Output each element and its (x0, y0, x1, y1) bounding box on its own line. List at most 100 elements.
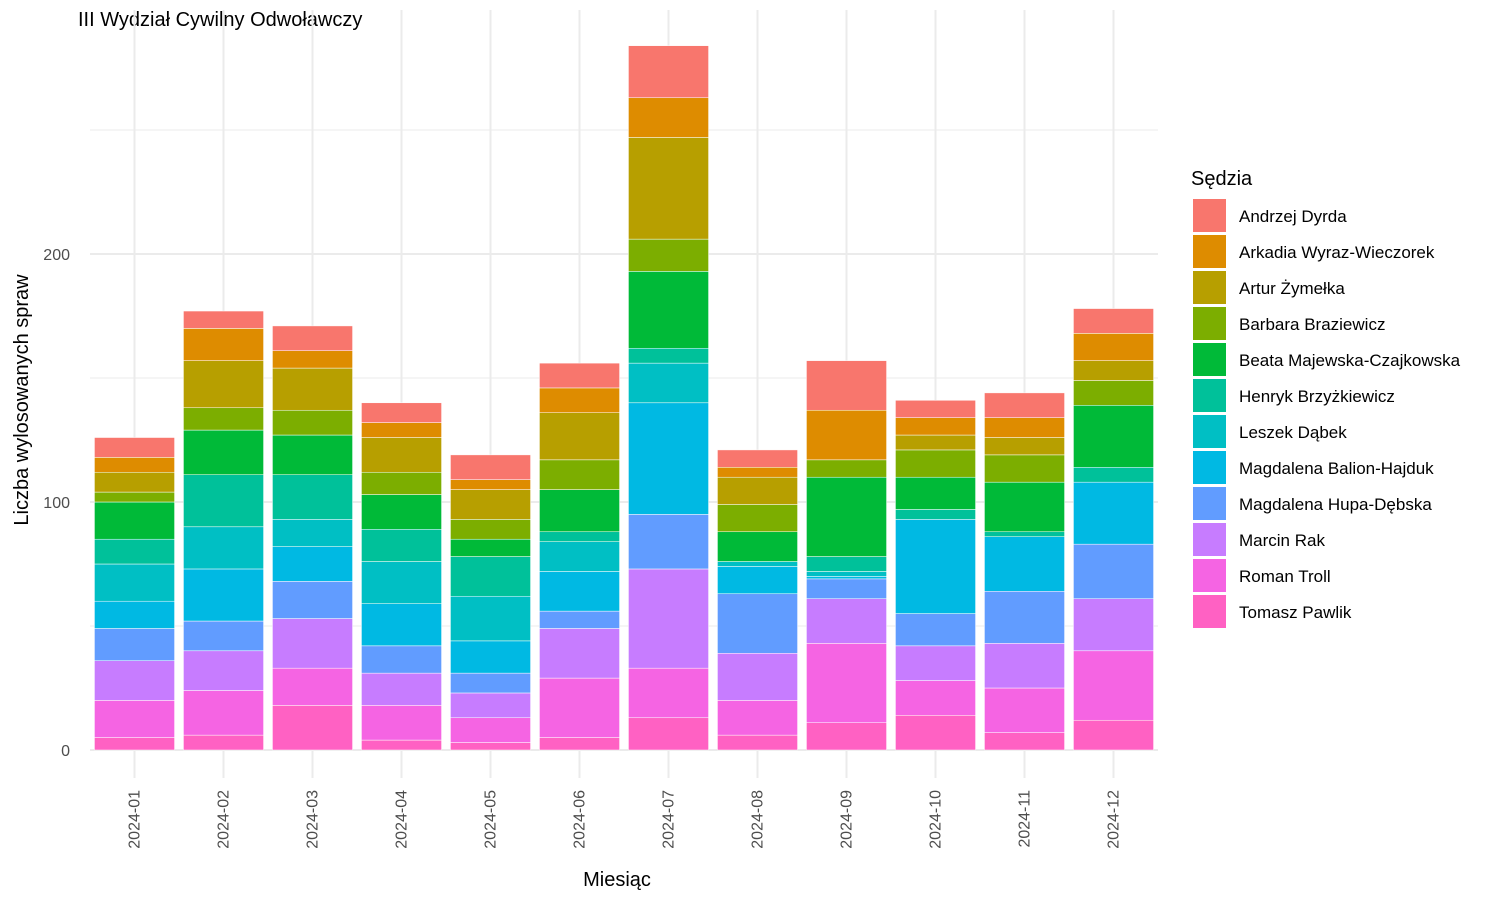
bar-segment (183, 310, 264, 329)
bar-segment (628, 97, 709, 138)
bar-segment (1073, 333, 1154, 361)
legend-swatch (1193, 271, 1226, 304)
bar-segment (1073, 650, 1154, 721)
legend-swatch (1193, 559, 1226, 592)
x-tick-label: 2024-02 (216, 790, 233, 849)
bar-segment (628, 402, 709, 515)
bar-segment (450, 595, 531, 642)
bar-segment (717, 561, 798, 567)
bar-segment (272, 434, 353, 475)
x-tick-label: 2024-07 (661, 790, 678, 849)
bar-segment (183, 429, 264, 475)
bar-segment (717, 467, 798, 478)
bar-segment (94, 437, 175, 458)
legend-swatch (1193, 379, 1226, 412)
legend-label: Artur Żymełka (1239, 279, 1345, 298)
bar-segment (806, 476, 887, 557)
bar-segment (1073, 481, 1154, 545)
bar-segment (450, 479, 531, 490)
bar-segment (895, 476, 976, 510)
bar-segment (539, 362, 620, 389)
bar-segment (984, 687, 1065, 733)
bar-segment (628, 667, 709, 719)
bar-segment (895, 449, 976, 478)
legend-swatch (1193, 523, 1226, 556)
legend-label: Arkadia Wyraz-Wieczorek (1239, 243, 1435, 262)
x-tick-label: 2024-01 (127, 790, 144, 849)
bar-segment (895, 400, 976, 418)
bar-segment (628, 238, 709, 272)
bar-segment (806, 643, 887, 723)
legend-swatch (1193, 487, 1226, 520)
bar-segment (94, 737, 175, 751)
bar-segment (450, 640, 531, 674)
x-tick-label: 2024-03 (305, 790, 322, 849)
bar-segment (806, 409, 887, 461)
bar-segment (272, 367, 353, 411)
x-tick-label: 2024-08 (750, 790, 767, 849)
bar-segment (450, 692, 531, 719)
x-tick-label: 2024-09 (839, 790, 856, 849)
bar-segment (895, 509, 976, 520)
bar-segment (717, 700, 798, 736)
bar-segment (539, 737, 620, 751)
x-tick-label: 2024-04 (394, 790, 411, 849)
bar-segment (361, 437, 442, 473)
bar-segment (984, 732, 1065, 751)
legend-label: Roman Troll (1239, 567, 1331, 586)
legend-label: Henryk Brzyżkiewicz (1239, 387, 1395, 406)
bar-segment (806, 578, 887, 599)
x-axis-label: Miesiąc (583, 869, 651, 891)
y-tick-label: 100 (43, 495, 70, 512)
bar-segment (94, 563, 175, 602)
bar-segment (895, 417, 976, 436)
bar-segment (272, 474, 353, 520)
x-tick-label: 2024-10 (928, 790, 945, 849)
bar-segment (628, 514, 709, 570)
bar-segment (628, 362, 709, 404)
bar-segment (539, 610, 620, 629)
legend-label: Andrzej Dyrda (1239, 207, 1347, 226)
x-tick-label: 2024-12 (1106, 790, 1123, 849)
bar-segment (272, 325, 353, 351)
x-tick-label: 2024-06 (572, 790, 589, 849)
bar-segment (717, 504, 798, 533)
bar-segment (539, 387, 620, 413)
bar-segment (806, 598, 887, 644)
bar-segment (806, 571, 887, 577)
legend-label: Magdalena Hupa-Dębska (1239, 495, 1432, 514)
bar-segment (183, 734, 264, 751)
bar-segment (450, 519, 531, 540)
bar-segment (984, 417, 1065, 438)
legend-label: Barbara Braziewicz (1239, 315, 1385, 334)
bar-segment (1073, 719, 1154, 751)
legend-swatch (1193, 199, 1226, 232)
bar-segment (1073, 467, 1154, 483)
bar-segment (806, 722, 887, 751)
bar-segment (628, 568, 709, 669)
bar-segment (450, 454, 531, 480)
bar-segment (628, 45, 709, 99)
bar-segment (94, 600, 175, 629)
bar-segment (94, 628, 175, 661)
bar-segment (361, 603, 442, 647)
legend-swatch (1193, 343, 1226, 376)
bar-segment (984, 481, 1065, 533)
bar-segment (272, 409, 353, 436)
bar-segment (94, 700, 175, 738)
legend-swatch (1193, 595, 1226, 628)
bar-segment (539, 459, 620, 490)
bar-segment (806, 360, 887, 411)
bar-segment (984, 437, 1065, 456)
bar-segment (984, 531, 1065, 537)
bar-segment (361, 705, 442, 741)
bar-segment (183, 474, 264, 528)
axis-layer: 0 100 200 2024-01 2024-02 2024-03 2024-04 2024-… (43, 247, 1122, 849)
legend-label: Tomasz Pawlik (1239, 603, 1352, 622)
bar-segment (539, 531, 620, 542)
bar-segment (1073, 360, 1154, 381)
bar-segment (628, 137, 709, 240)
bar-segment (717, 476, 798, 505)
bar-segment (628, 347, 709, 364)
bar-segment (361, 494, 442, 530)
